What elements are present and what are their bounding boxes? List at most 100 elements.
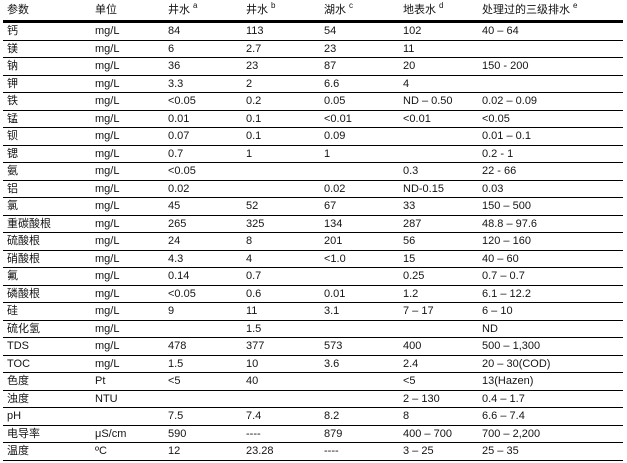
value-cell: <1.0 (320, 250, 399, 268)
value-cell: 2.4 (399, 355, 478, 373)
table-row: 锶 mg/L 0.7 1 1 0.2 - 1 (3, 145, 623, 163)
table-row: 钾 mg/L 3.3 2 6.6 4 (3, 75, 623, 93)
value-cell: <0.01 (399, 110, 478, 128)
value-cell: 0.07 (164, 127, 242, 146)
unit-cell: mg/L (91, 162, 164, 181)
column-header-superscript: e (573, 1, 578, 11)
value-cell: <5 (399, 372, 478, 391)
value-cell: ---- (242, 425, 320, 443)
value-cell: 11 (399, 40, 478, 58)
value-cell: 22 - 66 (478, 162, 623, 181)
column-header-label: 湖水 (324, 4, 346, 16)
value-cell: 0.02 (320, 180, 399, 198)
parameter-cell: 氨 (3, 162, 91, 181)
column-header-2: 单位 (91, 0, 164, 23)
value-cell (164, 390, 242, 408)
value-cell: 2 – 130 (399, 390, 478, 408)
value-cell: 40 – 64 (478, 21, 623, 41)
parameter-cell: 硫酸根 (3, 232, 91, 251)
column-header-label: 井水 (168, 4, 190, 16)
table-body: 钙 mg/L 84 113 54 102 40 – 64 镁 mg/L 6 2.7 23 11 钠 mg/L… (3, 21, 623, 461)
table-row: 硫酸根 mg/L 24 8 201 56 120 – 160 (3, 232, 623, 251)
value-cell (320, 372, 399, 391)
unit-cell: mg/L (91, 21, 164, 41)
column-header-6: 地表水 d (399, 0, 478, 23)
value-cell: 7.5 (164, 407, 242, 426)
value-cell: <0.05 (164, 92, 242, 111)
parameter-cell: 氯 (3, 197, 91, 216)
value-cell: ND (478, 320, 623, 338)
value-cell: 9 (164, 302, 242, 321)
value-cell (399, 145, 478, 163)
unit-cell: mg/L (91, 180, 164, 198)
unit-cell: mg/L (91, 92, 164, 111)
value-cell: ND – 0.50 (399, 92, 478, 111)
table-row: 氨 mg/L <0.05 0.3 22 - 66 (3, 162, 623, 181)
unit-cell: μS/cm (91, 425, 164, 443)
value-cell: 67 (320, 197, 399, 216)
unit-cell: NTU (91, 390, 164, 408)
value-cell: 2 (242, 75, 320, 93)
value-cell: 0.4 – 1.7 (478, 390, 623, 408)
value-cell: 3.6 (320, 355, 399, 373)
column-header-superscript: d (439, 1, 444, 11)
value-cell: 113 (242, 21, 320, 41)
unit-cell: Pt (91, 372, 164, 391)
value-cell: 11 (242, 302, 320, 321)
parameter-cell: 硅 (3, 302, 91, 321)
value-cell: 12 (164, 442, 242, 461)
unit-cell: mg/L (91, 320, 164, 338)
table-row: 磷酸根 mg/L <0.05 0.6 0.01 1.2 6.1 – 12.2 (3, 285, 623, 303)
column-header-superscript: c (349, 1, 353, 11)
value-cell: <0.01 (320, 110, 399, 128)
column-header-superscript: a (193, 1, 198, 11)
table-row: 电导率 μS/cm 590 ---- 879 400 – 700 700 – 2,200 (3, 425, 623, 443)
value-cell (164, 320, 242, 338)
table-row: 色度 Pt <5 40 <5 13(Hazen) (3, 372, 623, 391)
value-cell: 3 – 25 (399, 442, 478, 461)
column-header-7: 处理过的三级排水 e (478, 0, 623, 23)
value-cell: 3.3 (164, 75, 242, 93)
value-cell: 8.2 (320, 407, 399, 426)
table-row: 铁 mg/L <0.05 0.2 0.05 ND – 0.50 0.02 – 0.09 (3, 92, 623, 111)
table-row: TOC mg/L 1.5 10 3.6 2.4 20 – 30(COD) (3, 355, 623, 373)
value-cell: 6.1 – 12.2 (478, 285, 623, 303)
value-cell: 56 (399, 232, 478, 251)
value-cell: 287 (399, 215, 478, 233)
value-cell: 15 (399, 250, 478, 268)
value-cell (242, 180, 320, 198)
value-cell: 24 (164, 232, 242, 251)
value-cell: 201 (320, 232, 399, 251)
unit-cell: mg/L (91, 110, 164, 128)
value-cell: 23 (320, 40, 399, 58)
value-cell: 20 – 30(COD) (478, 355, 623, 373)
value-cell: 500 – 1,300 (478, 337, 623, 356)
table-row: 硫化氢 mg/L 1.5 ND (3, 320, 623, 338)
value-cell: 150 - 200 (478, 57, 623, 76)
column-header-5: 湖水 c (320, 0, 399, 23)
value-cell: 2.7 (242, 40, 320, 58)
value-cell: 6 (164, 40, 242, 58)
table-row: 硝酸根 mg/L 4.3 4 <1.0 15 40 – 60 (3, 250, 623, 268)
value-cell: 700 – 2,200 (478, 425, 623, 443)
value-cell: ND-0.15 (399, 180, 478, 198)
value-cell: 0.14 (164, 267, 242, 286)
unit-cell: mg/L (91, 250, 164, 268)
value-cell (320, 320, 399, 338)
value-cell: 0.25 (399, 267, 478, 286)
unit-cell: mg/L (91, 302, 164, 321)
parameter-cell: TDS (3, 337, 91, 356)
value-cell: 3.1 (320, 302, 399, 321)
value-cell (320, 390, 399, 408)
value-cell: 6 – 10 (478, 302, 623, 321)
parameter-cell: 锰 (3, 110, 91, 128)
parameter-cell: 浊度 (3, 390, 91, 408)
value-cell: 6.6 (320, 75, 399, 93)
value-cell: 0.7 (164, 145, 242, 163)
value-cell: ---- (320, 442, 399, 461)
value-cell: 0.05 (320, 92, 399, 111)
parameter-cell: 钾 (3, 75, 91, 93)
value-cell: 87 (320, 57, 399, 76)
value-cell: 0.7 (242, 267, 320, 286)
value-cell (399, 320, 478, 338)
